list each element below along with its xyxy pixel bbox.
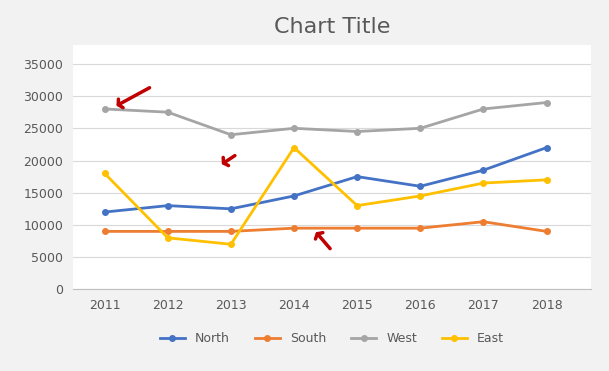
South [101,229,108,234]
East [353,203,361,208]
East [101,171,108,175]
Legend: North, South, West, East: North, South, West, East [160,332,504,345]
South [543,229,550,234]
North [543,145,550,150]
West [227,132,234,137]
West [164,110,171,114]
East [290,145,298,150]
East [543,178,550,182]
Title: Chart Title: Chart Title [273,17,390,37]
West [353,129,361,134]
West [480,107,487,111]
South [417,226,424,230]
Line: North: North [102,145,549,215]
North [290,194,298,198]
North [417,184,424,188]
North [164,203,171,208]
North [480,168,487,173]
Line: South: South [102,219,549,234]
South [164,229,171,234]
Line: West: West [102,100,549,138]
North [227,207,234,211]
East [480,181,487,185]
West [101,107,108,111]
North [101,210,108,214]
South [290,226,298,230]
South [480,220,487,224]
West [290,126,298,131]
West [417,126,424,131]
South [227,229,234,234]
West [543,100,550,105]
North [353,174,361,179]
South [353,226,361,230]
Line: East: East [102,145,549,247]
East [164,236,171,240]
East [227,242,234,246]
East [417,194,424,198]
